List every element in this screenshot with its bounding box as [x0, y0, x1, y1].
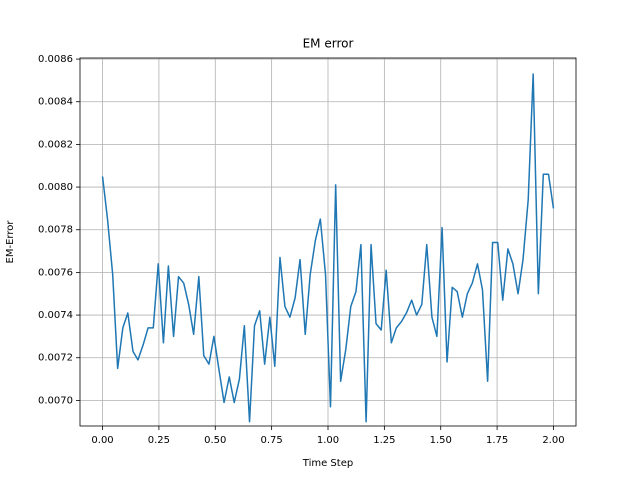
x-tick-label: 0.75	[261, 435, 283, 446]
chart-title: EM error	[303, 37, 354, 51]
y-tick-label: 0.0080	[38, 182, 73, 193]
y-axis-label: EM-Error	[5, 220, 16, 264]
x-tick-label: 0.00	[91, 435, 113, 446]
y-tick-label: 0.0078	[38, 225, 73, 236]
data-line	[101, 73, 555, 423]
x-tick-label: 1.25	[373, 435, 395, 446]
x-tick-label: 1.75	[486, 435, 508, 446]
x-tick-label: 0.50	[204, 435, 226, 446]
y-tick-label: 0.0084	[38, 97, 73, 108]
x-tick-label: 2.00	[542, 435, 564, 446]
y-tick-label: 0.0072	[38, 353, 73, 364]
y-tick-label: 0.0086	[38, 54, 73, 65]
y-tick-label: 0.0082	[38, 139, 73, 150]
plot-frame	[79, 57, 577, 427]
x-axis-label: Time Step	[302, 458, 353, 469]
y-tick-label: 0.0070	[38, 395, 73, 406]
x-tick-label: 0.25	[148, 435, 170, 446]
y-tick-label: 0.0074	[38, 310, 73, 321]
y-tick-label: 0.0076	[38, 267, 73, 278]
x-tick-label: 1.50	[430, 435, 452, 446]
x-tick-label: 1.00	[317, 435, 339, 446]
